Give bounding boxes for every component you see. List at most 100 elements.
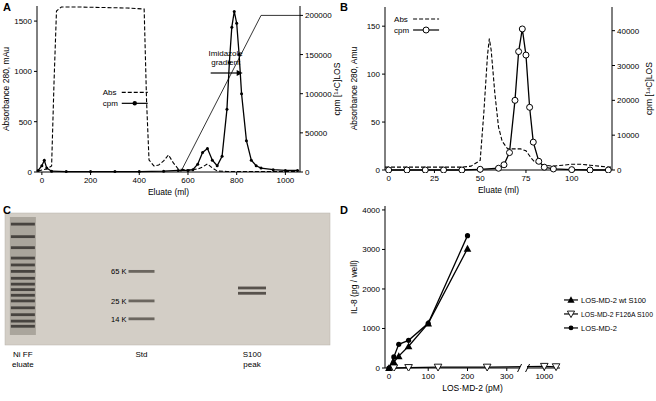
data-point	[396, 342, 401, 347]
band	[11, 246, 35, 249]
data-point	[138, 170, 141, 173]
data-point	[43, 159, 46, 162]
y2-axis	[300, 6, 301, 172]
marker-label: 65 K	[111, 267, 126, 276]
y2-tick-label: 30000	[617, 62, 640, 71]
data-point	[284, 169, 287, 172]
series-line	[394, 366, 556, 368]
band	[11, 235, 35, 238]
legend-line	[122, 92, 148, 93]
lane-label-line: Ni FF	[13, 350, 33, 359]
data-point	[527, 104, 533, 110]
data-point	[40, 164, 43, 167]
data-point	[465, 233, 470, 238]
band	[238, 287, 266, 290]
x-tick-label: 25	[430, 174, 439, 183]
band	[11, 306, 35, 309]
band	[11, 257, 35, 260]
x-tick	[187, 172, 188, 175]
data-point	[186, 169, 189, 172]
panel: D0100020003000400001002003001000LOS·MD-2…	[340, 204, 653, 393]
y-tick-label: 1500	[14, 17, 32, 26]
y-tick-label: 3000	[362, 245, 380, 254]
legend: Abscpm	[394, 15, 439, 35]
data-point	[260, 167, 263, 170]
axis-break-mark	[526, 364, 530, 372]
x-tick-label: 600	[181, 176, 195, 185]
x-tick-label: 0	[386, 174, 391, 183]
band	[11, 288, 35, 291]
y2-tick	[300, 54, 303, 55]
data-point	[177, 169, 180, 172]
x-tick	[525, 170, 526, 173]
y-tick	[382, 288, 385, 289]
data-point	[296, 169, 299, 172]
data-point	[530, 139, 536, 145]
y-tick	[382, 170, 385, 171]
y-tick	[382, 328, 385, 329]
data-point	[483, 364, 491, 371]
panel-label: B	[340, 1, 348, 13]
y-tick	[34, 21, 37, 22]
series-line	[38, 7, 297, 171]
y-tick	[382, 122, 385, 123]
x-tick	[41, 172, 42, 175]
data-point	[37, 169, 40, 172]
x-tick-label: 50	[476, 174, 485, 183]
legend-label: Abs	[103, 88, 117, 97]
x-tick-label: 75	[522, 174, 531, 183]
y-axis-label: Absorbance 280, mAu	[1, 47, 11, 131]
data-point	[230, 26, 233, 29]
data-point	[386, 167, 392, 173]
y2-tick-label: 0	[305, 168, 310, 177]
y2-tick	[300, 15, 303, 16]
y-tick-label: 0	[28, 168, 33, 177]
band	[238, 292, 266, 295]
data-point	[196, 163, 199, 166]
y2-tick	[612, 30, 615, 31]
x-tick-label: 200	[84, 176, 98, 185]
plot-area	[385, 233, 560, 371]
data-point	[426, 321, 431, 326]
gel	[5, 213, 330, 345]
data-point	[464, 245, 472, 252]
y2-axis-label: cpm [¹⁴C]LOS	[644, 62, 654, 115]
lane-label-line: peak	[243, 360, 261, 369]
y2-axis	[612, 7, 613, 170]
data-point	[50, 170, 53, 173]
y2-tick	[300, 172, 303, 173]
band	[11, 320, 35, 323]
data-point	[201, 151, 204, 154]
gradient-line	[181, 15, 300, 172]
y-tick-label: 50	[371, 118, 380, 127]
legend-label: LOS-MD-2 wt S100	[581, 296, 646, 305]
x-axis-label: Eluate (ml)	[148, 187, 189, 197]
y-tick	[34, 172, 37, 173]
data-point	[221, 155, 224, 158]
data-point	[191, 168, 194, 171]
data-point	[540, 363, 548, 370]
legend-label: LOS-MD-2 F126A S100	[581, 311, 653, 318]
y-axis	[385, 7, 386, 170]
y-tick-label: 4000	[362, 206, 380, 215]
y2-tick	[612, 100, 615, 101]
data-point	[255, 164, 258, 167]
band	[11, 294, 35, 297]
y-tick	[382, 209, 385, 210]
data-point	[216, 164, 219, 167]
band	[11, 223, 35, 226]
y-tick-label: 2000	[362, 285, 380, 294]
legend-line	[413, 18, 439, 19]
data-point	[441, 167, 447, 173]
x-axis-label: Eluate (ml)	[478, 185, 519, 195]
y-tick-label: 0	[376, 166, 381, 175]
data-point	[406, 338, 411, 343]
y-axis	[385, 206, 386, 368]
y-tick	[34, 121, 37, 122]
y2-tick	[300, 132, 303, 133]
legend-label: LOS-MD-2	[581, 324, 617, 333]
band	[11, 313, 35, 316]
legend-label: Abs	[394, 15, 408, 24]
y-tick-label: 1000	[14, 67, 32, 76]
y-tick	[34, 71, 37, 72]
